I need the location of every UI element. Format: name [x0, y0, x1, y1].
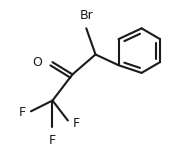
Text: F: F [72, 117, 80, 130]
Text: Br: Br [79, 9, 93, 22]
Text: F: F [49, 134, 56, 147]
Text: O: O [32, 56, 42, 69]
Text: F: F [19, 106, 26, 119]
